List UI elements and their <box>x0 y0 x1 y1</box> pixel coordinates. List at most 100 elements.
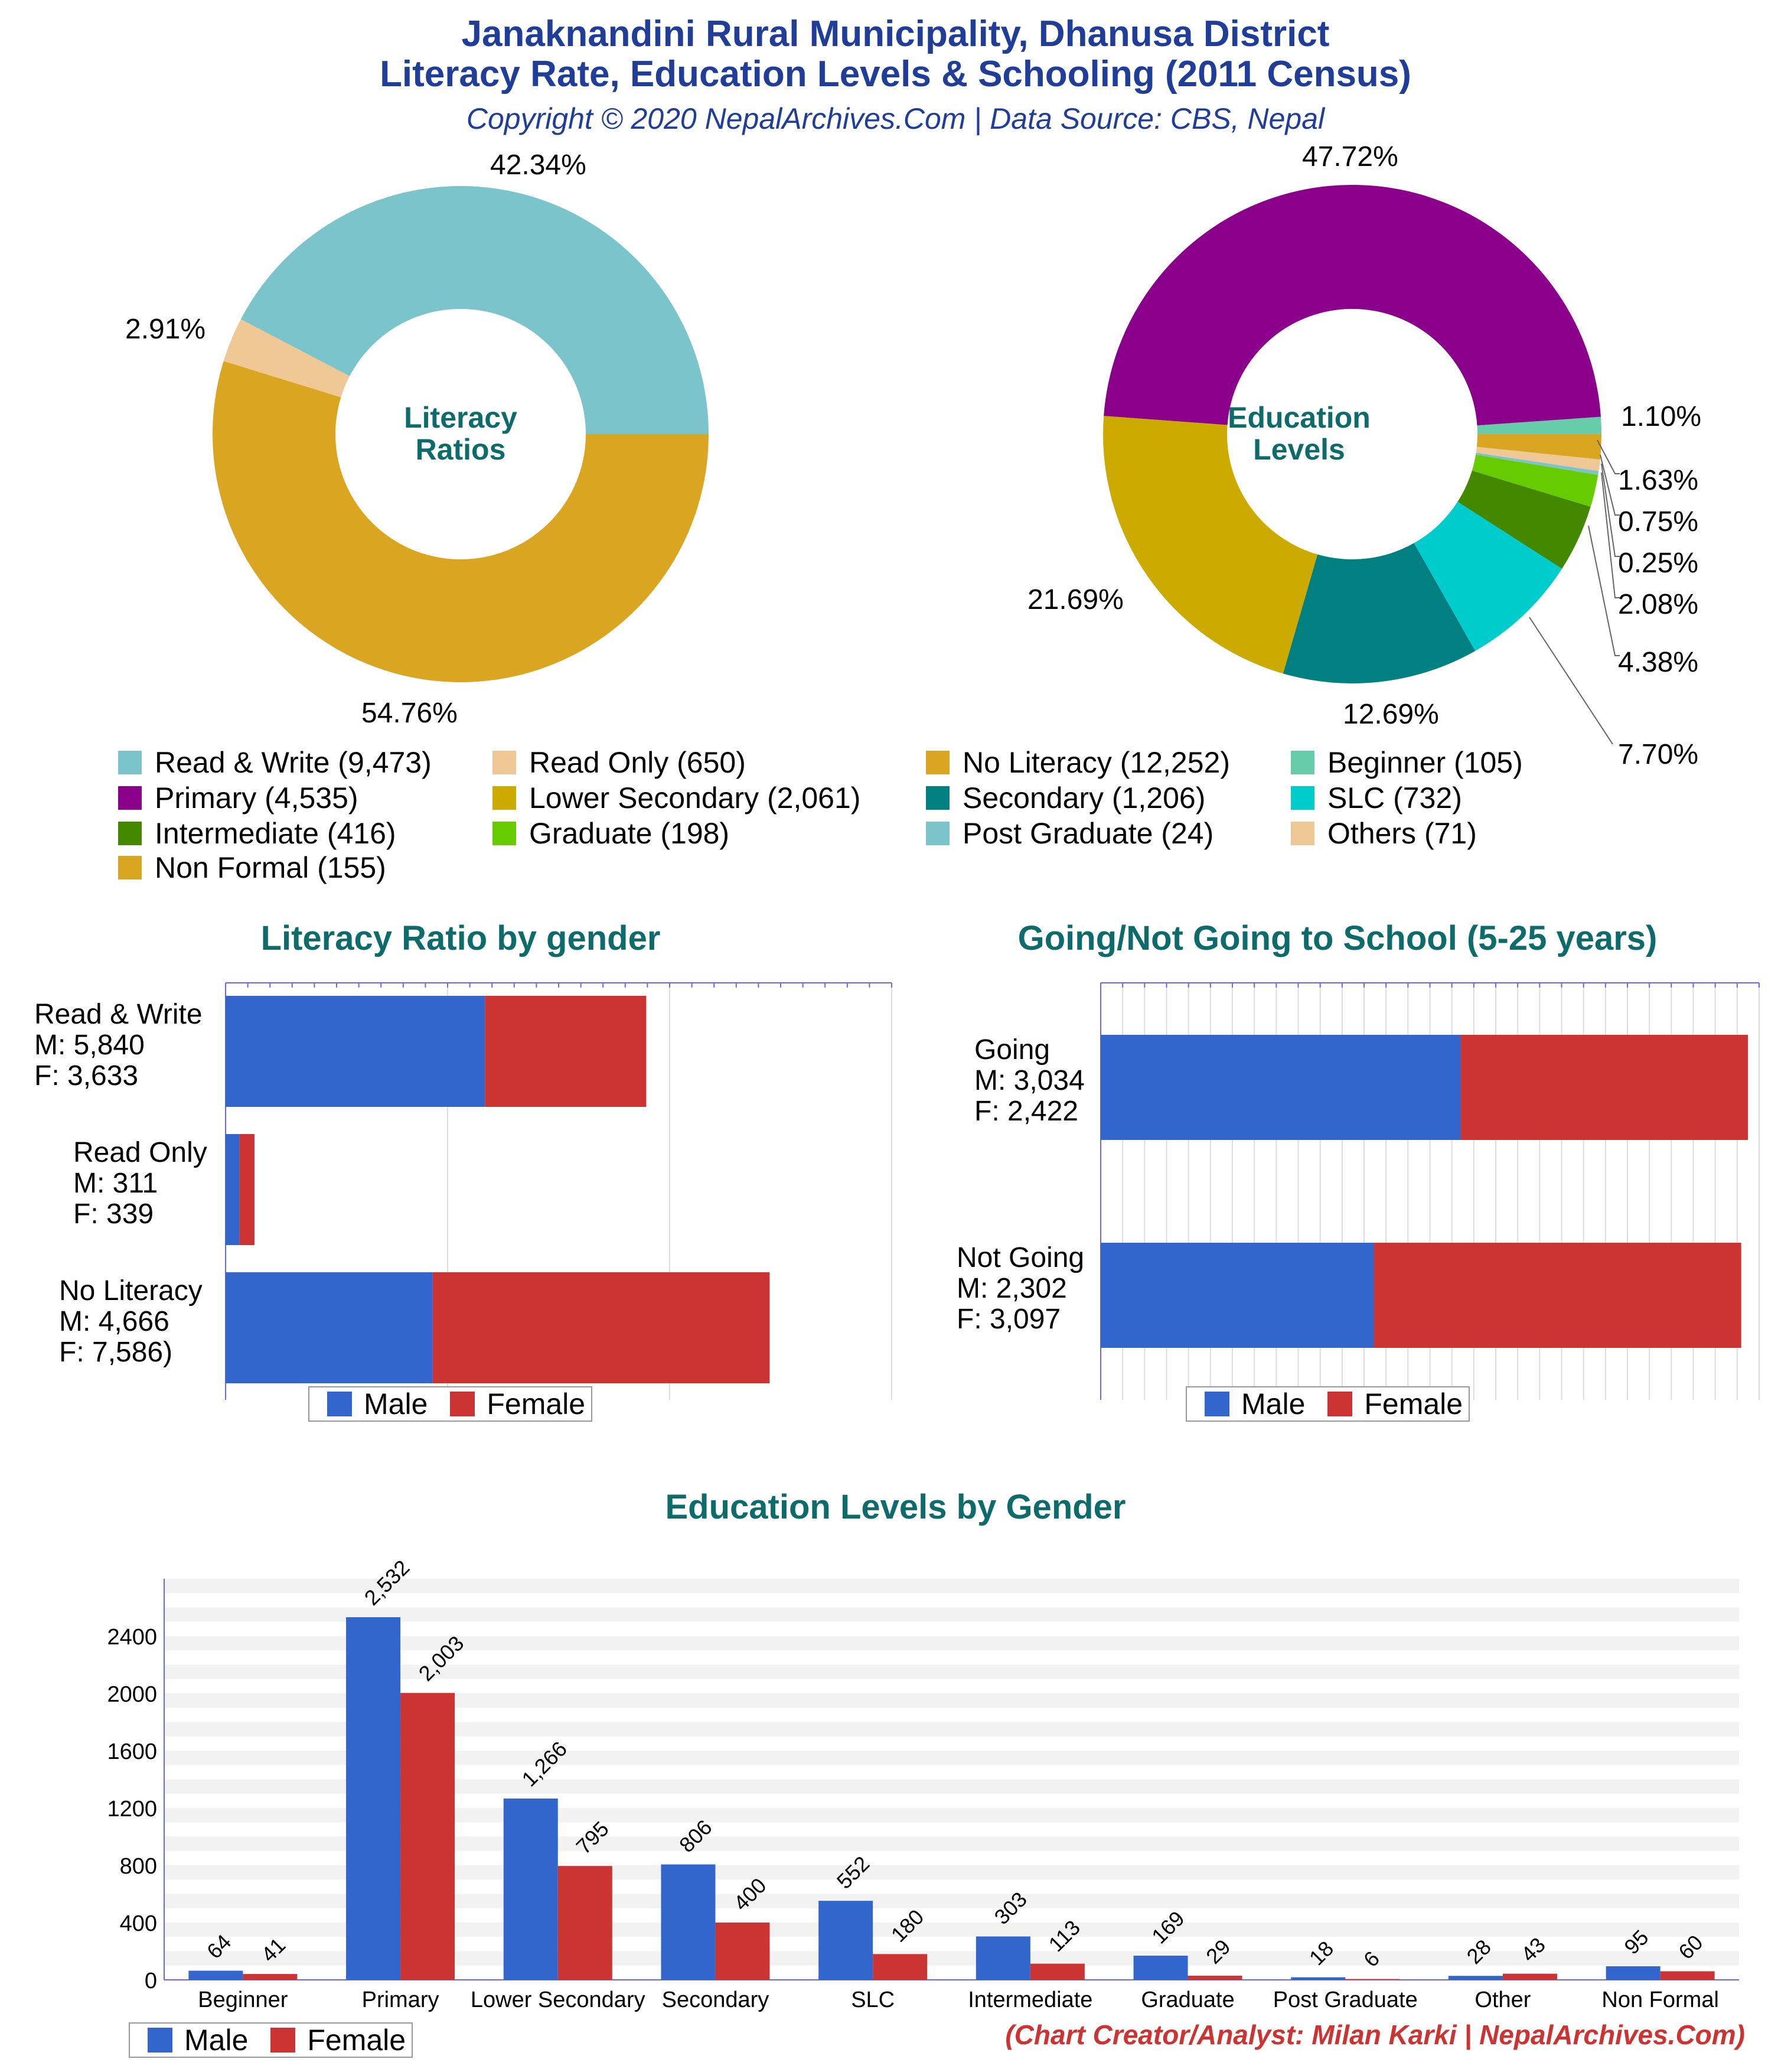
legend-female-swatch <box>270 2028 296 2053</box>
education-donut <box>1102 185 1601 683</box>
literacy-center-line1: Literacy <box>404 401 517 434</box>
literacy-gender-label-read-write: Read & Write M: 5,840 F: 3,633 <box>34 999 203 1092</box>
grid-band <box>164 1636 1739 1651</box>
legend-male-swatch <box>327 1392 352 1416</box>
x-tick-label: Lower Secondary <box>471 1988 645 2012</box>
literacy-gender-chart <box>225 982 892 1400</box>
bar-female-read-write <box>485 996 647 1107</box>
literacy-gender-legend: Male Female <box>308 1386 593 1422</box>
legend-label: Beginner (105) <box>1327 746 1523 779</box>
education-center-label: Education Levels <box>1193 402 1405 465</box>
bar-value-label: 113 <box>1044 1915 1085 1957</box>
school-gender-chart <box>1100 982 1760 1400</box>
legend-male-swatch <box>1205 1392 1229 1416</box>
grid-band <box>164 1607 1739 1622</box>
legend-swatch <box>492 751 516 774</box>
bar-female-3 <box>715 1923 770 1980</box>
bar-female-no-literacy <box>432 1272 770 1383</box>
legend-no-literacy: No Literacy (12,252) <box>926 745 1230 780</box>
donut-slice-intermediate <box>1457 470 1591 569</box>
legend-swatch <box>1291 822 1314 845</box>
bar-male-read-write <box>226 996 485 1107</box>
legend-label: Others (71) <box>1327 817 1477 850</box>
pct-secondary: 12.69% <box>1343 699 1439 730</box>
title-line-1: Janaknandini Rural Municipality, Dhanusa… <box>461 14 1330 54</box>
donut-slice-slc <box>1414 501 1562 651</box>
bar-female-7 <box>1345 1979 1400 1980</box>
legend-swatch <box>118 822 142 845</box>
bar-male-4 <box>818 1901 873 1980</box>
education-donut-leader-lines <box>1529 439 1620 744</box>
legend-beginner: Beginner (105) <box>1291 745 1523 780</box>
school-gender-title: Going/Not Going to School (5-25 years) <box>1017 919 1658 957</box>
legend-male-label: Male <box>184 2024 249 2057</box>
literacy-donut-svg <box>213 185 1620 744</box>
bar-value-label: 180 <box>886 1905 928 1947</box>
legend-intermediate: Intermediate (416) <box>118 816 396 851</box>
credit: (Chart Creator/Analyst: Milan Karki | Ne… <box>1005 2019 1745 2050</box>
pct-read-write: 42.34% <box>490 149 586 181</box>
y-tick-label: 0 <box>145 1969 157 1993</box>
legend-label: Post Graduate (24) <box>963 817 1214 850</box>
school-gender-label-going: Going M: 3,034 F: 2,422 <box>974 1034 1085 1127</box>
pct-others: 0.75% <box>1618 506 1699 537</box>
leader-line-3 <box>1601 472 1620 598</box>
literacy-gender-bars <box>225 982 892 1400</box>
bar-male-5 <box>976 1936 1030 1980</box>
legend-swatch <box>926 751 950 774</box>
bar-male-1 <box>346 1617 401 1980</box>
legend-read-write: Read & Write (9,473) <box>118 745 432 780</box>
legend-lower-secondary: Lower Secondary (2,061) <box>492 781 860 815</box>
legend-swatch <box>118 751 142 774</box>
x-tick-label: Intermediate <box>968 1988 1092 2012</box>
bar-female-0 <box>243 1974 298 1980</box>
legend-primary: Primary (4,535) <box>118 781 358 815</box>
legend-slc: SLC (732) <box>1291 781 1462 815</box>
legend-male-label: Male <box>364 1387 428 1421</box>
literacy-center-line2: Ratios <box>415 433 506 466</box>
title-line-2: Literacy Rate, Education Levels & School… <box>380 54 1411 95</box>
bar-male-2 <box>503 1798 558 1980</box>
x-tick-label: Beginner <box>198 1988 288 2012</box>
legend-label: Read Only (650) <box>529 746 746 779</box>
legend-post-graduate: Post Graduate (24) <box>926 816 1213 851</box>
x-tick-label: Secondary <box>662 1988 769 2012</box>
bar-male-no-literacy <box>226 1272 433 1383</box>
bar-value-label: 795 <box>571 1816 613 1858</box>
bar-male-3 <box>661 1864 716 1980</box>
bar-male-9 <box>1606 1966 1660 1980</box>
leader-line-1 <box>1600 454 1620 516</box>
bar-female-read-only <box>239 1134 255 1245</box>
bar-female-not-going <box>1374 1243 1741 1348</box>
bar-male-read-only <box>226 1134 240 1245</box>
bar-female-8 <box>1502 1973 1557 1980</box>
legend-swatch <box>1291 786 1314 810</box>
donut-slice-non-formal <box>1476 434 1601 460</box>
leader-line-0 <box>1597 439 1620 474</box>
leader-line-5 <box>1529 617 1614 744</box>
legend-graduate: Graduate (198) <box>492 816 729 851</box>
bar-male-0 <box>188 1970 243 1980</box>
literacy-center-label: Literacy Ratios <box>354 402 567 465</box>
literacy-donut <box>213 186 709 682</box>
legend-male-swatch <box>148 2028 172 2053</box>
legend-swatch <box>926 786 950 810</box>
donut-slice-primary <box>1104 185 1601 426</box>
legend-swatch <box>492 786 516 810</box>
subtitle: Copyright © 2020 NepalArchives.Com | Dat… <box>466 102 1325 135</box>
literacy-gender-label-read-only: Read Only M: 311 F: 339 <box>73 1137 207 1230</box>
x-tick-label: Primary <box>362 1988 439 2012</box>
y-tick-label: 1600 <box>107 1739 157 1764</box>
legend-label: No Literacy (12,252) <box>963 746 1231 779</box>
legend-non-formal: Non Formal (155) <box>118 851 386 885</box>
school-gender-label-not-going: Not Going M: 2,302 F: 3,097 <box>957 1242 1085 1335</box>
literacy-gender-label-no-literacy: No Literacy M: 4,666 F: 7,586) <box>59 1275 203 1368</box>
pct-graduate: 2.08% <box>1618 589 1699 620</box>
bar-female-9 <box>1660 1971 1715 1980</box>
y-tick-label: 2000 <box>107 1682 157 1707</box>
legend-secondary: Secondary (1,206) <box>926 781 1205 815</box>
pct-intermediate: 4.38% <box>1618 647 1699 678</box>
bar-female-5 <box>1030 1963 1085 1980</box>
legend-read-only: Read Only (650) <box>492 745 746 780</box>
